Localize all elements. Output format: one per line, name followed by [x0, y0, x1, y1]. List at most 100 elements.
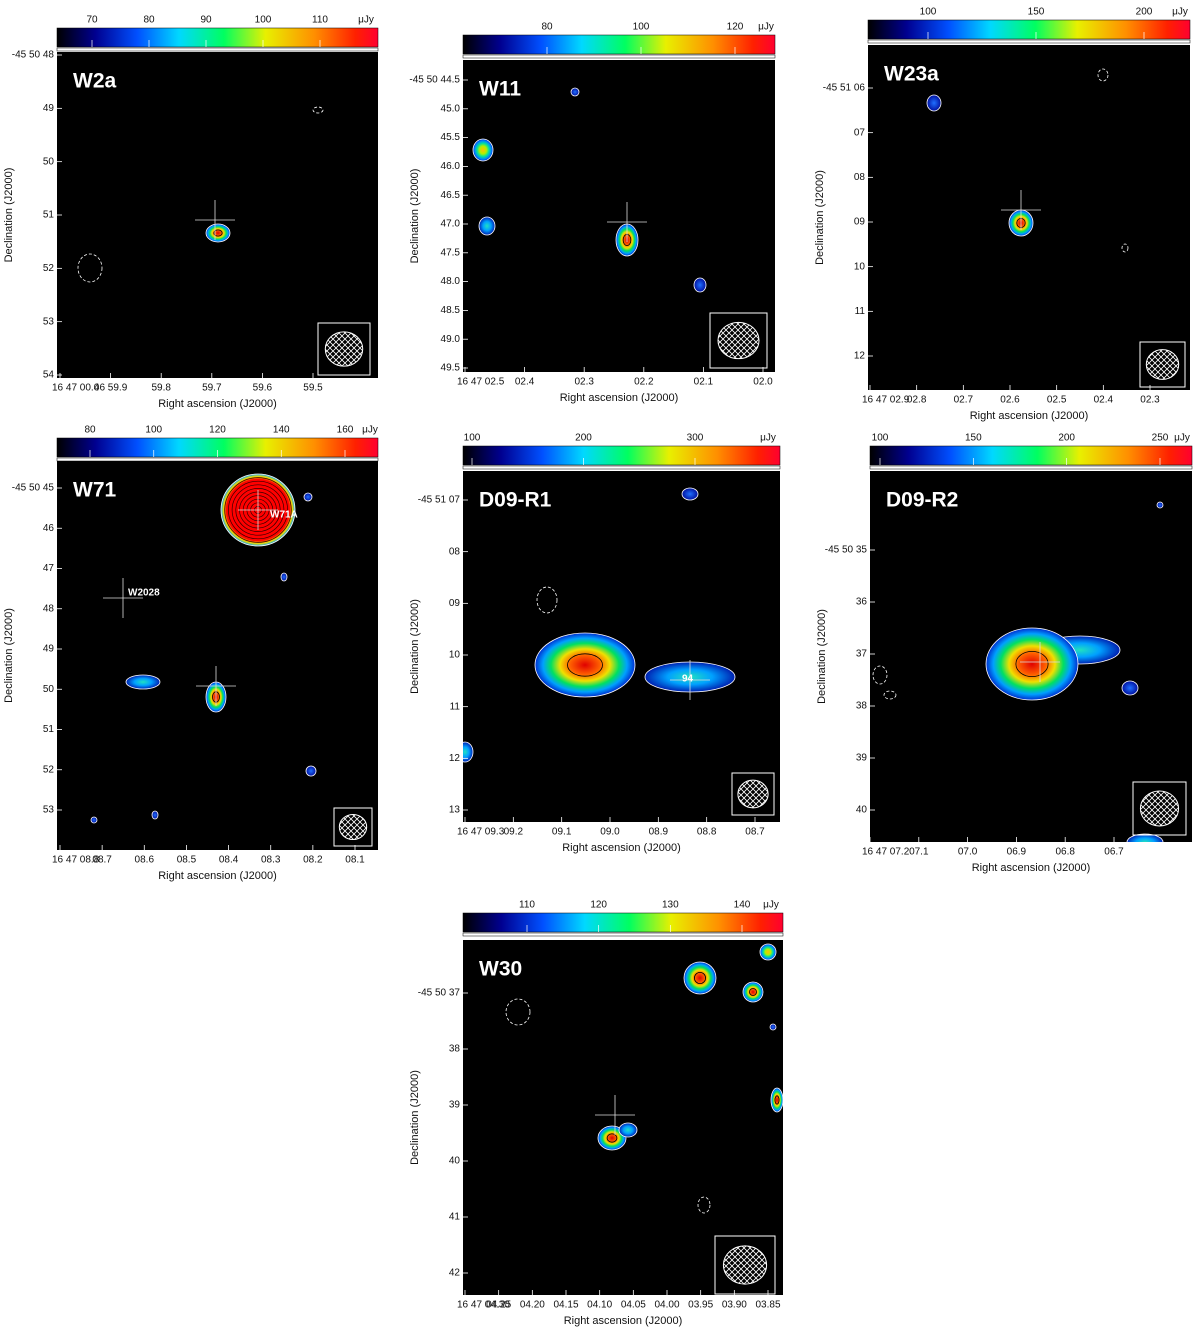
- contour: [1015, 651, 1049, 678]
- x-tick-label: 16 47 09.3: [457, 827, 505, 838]
- x-tick-label: 02.0: [753, 377, 773, 388]
- x-tick-label: 46 59.9: [94, 383, 128, 394]
- colorbar-tick-label: 100: [633, 22, 650, 33]
- colorbar-tick-label: 110: [519, 900, 535, 911]
- panel: 100 150 200 250 μJy D09-R2 -45 50 35 36 37 38 39 40…: [816, 433, 1193, 874]
- colorbar-tick-label: 160: [337, 425, 354, 436]
- x-tick-label: 06.9: [1007, 847, 1027, 858]
- y-tick-label: -45 51 06: [823, 83, 866, 94]
- annotation: 94: [682, 674, 694, 685]
- panel-label: D09-R1: [479, 489, 552, 512]
- colorbar-unit: μJy: [1172, 7, 1188, 18]
- colorbar-tick-label: 70: [86, 15, 98, 26]
- beam: [737, 779, 769, 809]
- panel: 80 100 120 140 160 μJy W71 W71A W2028 -45 50 45 46…: [3, 425, 379, 882]
- colorbar-tick-label: 120: [209, 425, 226, 436]
- x-tick-label: 07.1: [909, 847, 929, 858]
- contour: [606, 1133, 618, 1143]
- panel: 80 100 120 μJy W11 -45 50 44.5 45.0 45.5 46.0 46.…: [409, 22, 776, 404]
- colorbar-unit: μJy: [760, 433, 776, 444]
- colorbar-tick-label: 120: [727, 22, 744, 33]
- y-tick-label: 38: [449, 1044, 461, 1055]
- beam-box: [333, 807, 373, 847]
- source: [570, 87, 580, 97]
- panel: 100 150 200 μJy W23a -45 51 06 07 08 09 10 11 12 16 …: [814, 7, 1191, 422]
- y-tick-label: 46: [43, 523, 55, 534]
- colorbar-tick-label: 250: [1152, 433, 1169, 444]
- x-tick-label: 06.7: [1104, 847, 1124, 858]
- x-tick-label: 08.3: [261, 855, 281, 866]
- contour: [228, 480, 288, 540]
- colorbar-sep: [869, 465, 1193, 470]
- image-content: W11: [472, 78, 768, 369]
- colorbar-tick-label: 200: [1136, 7, 1153, 18]
- image-content: W2a: [73, 70, 371, 376]
- source: [769, 1023, 777, 1031]
- y-tick-label: 49: [43, 644, 55, 655]
- y-tick-label: 54: [43, 370, 55, 381]
- contour: [694, 972, 707, 985]
- x-tick-label: 08.5: [177, 855, 197, 866]
- colorbar-unit: μJy: [358, 15, 374, 26]
- y-tick-label: 42: [449, 1268, 461, 1279]
- source: [985, 627, 1079, 701]
- colorbar-tick-label: 100: [145, 425, 162, 436]
- colorbar: [867, 19, 1191, 40]
- contour: [749, 988, 757, 996]
- beam-box: [1132, 781, 1187, 836]
- y-tick-label: 49: [43, 103, 55, 114]
- colorbar: [869, 445, 1193, 466]
- y-tick-label: 53: [43, 805, 55, 816]
- source: [926, 94, 942, 112]
- colorbar-tick-label: 100: [464, 433, 481, 444]
- source: [693, 277, 707, 293]
- negative-contour: [1097, 68, 1109, 82]
- negative-contour: [77, 253, 103, 283]
- image-content: D09-R1 94: [463, 487, 775, 816]
- panel: 110 120 130 140 μJy W30 -45 50 37 38 39 40 41 42 16 …: [409, 900, 784, 1327]
- source: [770, 1087, 783, 1113]
- beam: [1145, 349, 1180, 380]
- colorbar-tick-label: 100: [920, 7, 937, 18]
- x-tick-label: 03.90: [722, 1300, 747, 1311]
- x-tick-label: 04.00: [654, 1300, 679, 1311]
- image-content: D09-R2: [872, 489, 1187, 842]
- panel-label: W2a: [73, 70, 117, 93]
- colorbar-tick-label: 140: [273, 425, 290, 436]
- x-tick-label: 59.8: [151, 383, 171, 394]
- colorbar-tick-label: 130: [662, 900, 679, 911]
- annotation: W71A: [270, 510, 298, 521]
- y-tick-label: 38: [856, 701, 868, 712]
- x-tick-label: 07.0: [958, 847, 978, 858]
- colorbar-sep: [867, 39, 1191, 44]
- x-tick-label: 09.0: [600, 827, 620, 838]
- y-tick-label: 09: [449, 598, 461, 609]
- y-tick-label: 53: [43, 316, 55, 327]
- y-tick-label: 10: [449, 650, 461, 661]
- contour: [235, 488, 281, 532]
- colorbar-tick-label: 200: [1058, 433, 1075, 444]
- y-tick-label: 51: [43, 210, 55, 221]
- image: [57, 461, 378, 850]
- x-tick-label: 08.2: [303, 855, 323, 866]
- source: [280, 572, 288, 582]
- x-tick-label: 16 47 07.2: [862, 847, 910, 858]
- x-tick-label: 08.4: [219, 855, 239, 866]
- x-tick-label: 04.25: [486, 1300, 511, 1311]
- source: [681, 487, 699, 501]
- colorbar-tick-label: 100: [255, 15, 272, 26]
- contour: [774, 1095, 780, 1105]
- y-tick-label: 08: [854, 172, 866, 183]
- panel: 70 80 90 100 110 μJy W2a -45 50 48 49 50 51 52 53 54 1…: [3, 15, 379, 410]
- colorbar: [56, 27, 379, 48]
- source: [463, 741, 474, 763]
- x-axis-label: Right ascension (J2000): [158, 398, 277, 410]
- x-tick-label: 16 47 02.9: [862, 395, 910, 406]
- x-tick-label: 04.20: [520, 1300, 545, 1311]
- x-tick-label: 16 47 02.5: [457, 377, 505, 388]
- contour: [224, 477, 292, 543]
- x-axis-label: Right ascension (J2000): [972, 862, 1091, 874]
- y-axis-label: Declination (J2000): [816, 609, 828, 704]
- negative-contour: [883, 690, 897, 700]
